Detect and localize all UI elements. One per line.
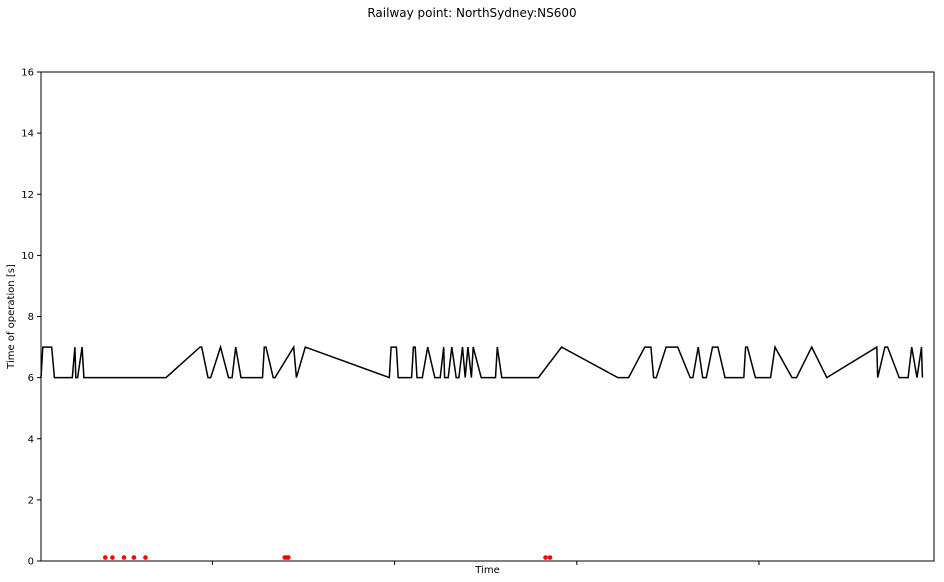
- series-line: [40, 344, 924, 379]
- y-tick-label: 6: [28, 373, 34, 384]
- series-markers: [102, 555, 553, 560]
- data-point-marker: [143, 555, 148, 560]
- y-tick-label: 10: [21, 251, 34, 262]
- data-point-marker: [286, 555, 291, 560]
- y-tick-label: 16: [21, 68, 34, 79]
- data-point-marker: [547, 555, 553, 560]
- y-tick-label: 0: [28, 557, 34, 568]
- chart-title: Railway point: NorthSydney:NS600: [367, 6, 576, 20]
- y-tick-label: 8: [28, 312, 34, 323]
- data-point-marker: [543, 555, 548, 560]
- data-point-marker: [131, 555, 137, 560]
- x-axis-label: Time: [474, 565, 499, 576]
- plot-area: [40, 344, 924, 560]
- y-tick-label: 4: [28, 434, 34, 445]
- data-point-marker: [110, 555, 115, 560]
- axes-frame: [40, 71, 935, 562]
- y-tick-label: 12: [21, 190, 34, 201]
- y-tick-label: 14: [21, 129, 34, 140]
- data-point-marker: [102, 555, 108, 560]
- y-tick-label: 2: [28, 495, 34, 506]
- x-axis-ticks: [211, 561, 760, 565]
- y-axis-label: Time of operation [s]: [6, 264, 17, 370]
- y-axis-ticks: 0 2 4 6 8 10 12 14 16: [21, 68, 41, 568]
- data-point-marker: [121, 555, 127, 560]
